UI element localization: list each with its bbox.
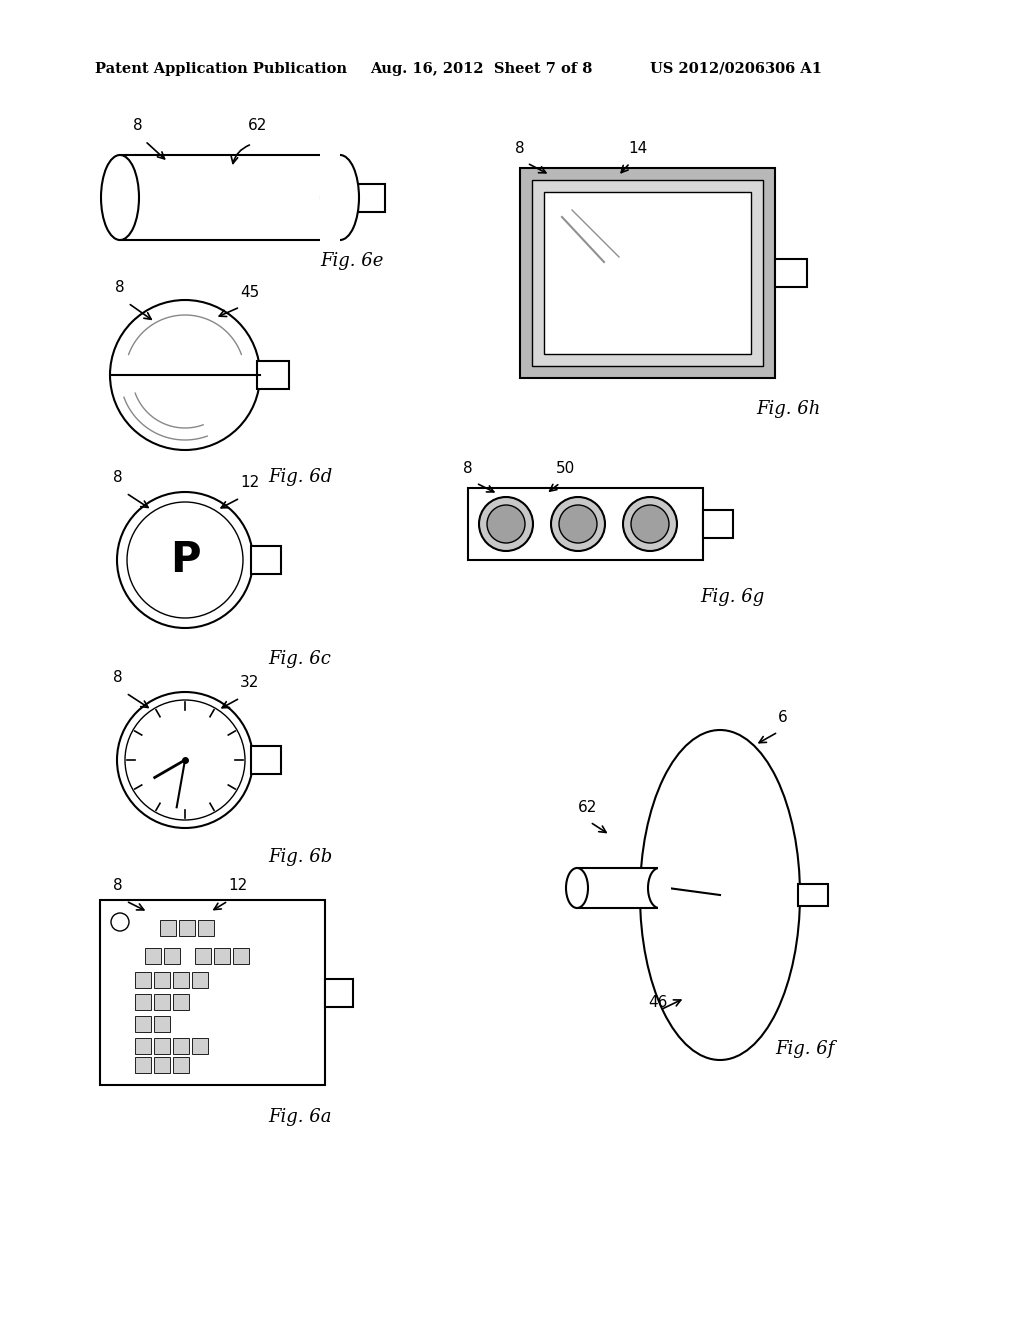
Polygon shape: [532, 180, 763, 366]
Bar: [214, 948, 230, 964]
Text: 46: 46: [648, 995, 668, 1010]
Circle shape: [559, 506, 597, 543]
Bar: [145, 948, 161, 964]
Circle shape: [117, 492, 253, 628]
Text: 8: 8: [515, 141, 525, 156]
Bar: [193, 972, 208, 987]
Polygon shape: [468, 488, 703, 560]
Bar: [179, 920, 195, 936]
Circle shape: [479, 498, 534, 550]
Polygon shape: [658, 867, 671, 909]
Text: 8: 8: [115, 280, 125, 294]
Text: 8: 8: [463, 461, 473, 477]
Text: Fig. 6g: Fig. 6g: [700, 587, 764, 606]
Circle shape: [117, 692, 253, 828]
Text: US 2012/0206306 A1: US 2012/0206306 A1: [650, 62, 822, 77]
Text: 45: 45: [240, 285, 259, 300]
Bar: [173, 1057, 189, 1073]
Circle shape: [551, 498, 605, 550]
Text: 12: 12: [240, 475, 259, 490]
Bar: [173, 972, 189, 987]
Bar: [135, 1016, 151, 1032]
Text: 12: 12: [228, 878, 247, 894]
Polygon shape: [520, 168, 775, 378]
Ellipse shape: [321, 154, 359, 240]
Circle shape: [623, 498, 677, 550]
Text: P: P: [170, 539, 201, 581]
Bar: [154, 1038, 170, 1053]
Text: 8: 8: [114, 470, 123, 484]
Polygon shape: [357, 183, 385, 211]
Bar: [195, 948, 211, 964]
Polygon shape: [251, 546, 281, 574]
Bar: [135, 994, 151, 1010]
Ellipse shape: [648, 869, 670, 908]
Polygon shape: [325, 978, 353, 1006]
Bar: [233, 948, 249, 964]
Polygon shape: [544, 191, 751, 354]
Polygon shape: [100, 900, 325, 1085]
Text: 62: 62: [578, 800, 597, 814]
Circle shape: [631, 506, 669, 543]
Ellipse shape: [101, 154, 139, 240]
Circle shape: [110, 300, 260, 450]
Circle shape: [487, 506, 525, 543]
Bar: [135, 1038, 151, 1053]
Ellipse shape: [566, 869, 588, 908]
Polygon shape: [775, 259, 807, 286]
Text: Fig. 6b: Fig. 6b: [268, 847, 332, 866]
Bar: [154, 994, 170, 1010]
Bar: [154, 972, 170, 987]
Text: Fig. 6f: Fig. 6f: [775, 1040, 835, 1059]
Text: Fig. 6e: Fig. 6e: [319, 252, 383, 271]
Polygon shape: [319, 153, 340, 242]
Polygon shape: [257, 360, 289, 389]
Text: Fig. 6h: Fig. 6h: [756, 400, 820, 418]
Bar: [193, 1038, 208, 1053]
Text: 8: 8: [114, 878, 123, 894]
Bar: [173, 994, 189, 1010]
Text: 6: 6: [778, 710, 787, 725]
Bar: [135, 1057, 151, 1073]
Bar: [164, 948, 180, 964]
Text: 8: 8: [114, 671, 123, 685]
Text: Fig. 6d: Fig. 6d: [268, 469, 332, 486]
Polygon shape: [120, 154, 340, 240]
Polygon shape: [703, 510, 733, 539]
Text: 50: 50: [556, 461, 575, 477]
Bar: [154, 1057, 170, 1073]
Polygon shape: [577, 869, 659, 908]
Bar: [198, 920, 214, 936]
Bar: [160, 920, 176, 936]
Text: 14: 14: [628, 141, 647, 156]
Text: Fig. 6c: Fig. 6c: [268, 649, 331, 668]
Text: Aug. 16, 2012  Sheet 7 of 8: Aug. 16, 2012 Sheet 7 of 8: [370, 62, 592, 77]
Text: Patent Application Publication: Patent Application Publication: [95, 62, 347, 77]
Bar: [154, 1016, 170, 1032]
Ellipse shape: [640, 730, 800, 1060]
Text: 8: 8: [133, 117, 142, 133]
Text: Fig. 6a: Fig. 6a: [268, 1107, 332, 1126]
Bar: [135, 972, 151, 987]
Text: 32: 32: [240, 675, 259, 690]
Polygon shape: [251, 746, 281, 774]
Polygon shape: [798, 884, 828, 906]
Bar: [173, 1038, 189, 1053]
Text: 62: 62: [248, 117, 267, 133]
